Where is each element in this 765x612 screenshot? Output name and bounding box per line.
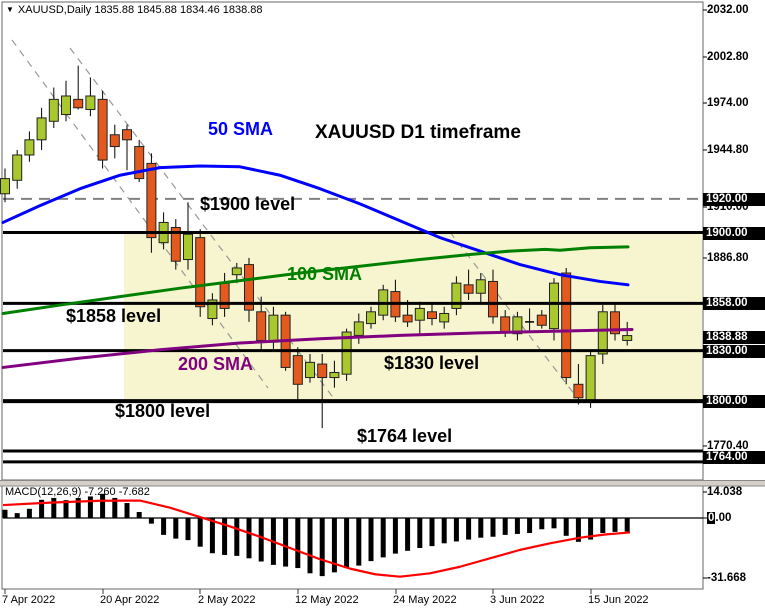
macd-histogram (2, 493, 703, 577)
candles (0, 65, 633, 429)
sma-lines (1, 164, 634, 369)
level-1800-label: $1800 level (115, 401, 211, 421)
time-axis-label: 7 Apr 2022 (2, 594, 56, 606)
level-lines (3, 231, 703, 464)
macd-axis-label: -31.668 (707, 571, 747, 584)
price-axis-label-boxed: 1858.00 (703, 296, 765, 310)
macd-indicator-label: MACD(12,26,9) -7.260 -7.682 (5, 486, 150, 498)
price-axis-label: 2002.80 (707, 50, 749, 63)
level-1764-label: $1764 level (357, 426, 453, 446)
price-axis-label-boxed: 1920.00 (703, 192, 765, 206)
price-axis-label: 2032.00 (707, 3, 749, 16)
price-axis-label-boxed: 1764.00 (703, 450, 765, 464)
time-axis-label: 2 May 2022 (198, 594, 256, 606)
price-axis-label-boxed: 1900.00 (703, 226, 765, 240)
time-axis-label: 24 May 2022 (393, 594, 457, 606)
level-1900-label: $1900 level (200, 194, 296, 214)
macd-axis-label: 0.00 (707, 511, 732, 525)
time-axis-label: 20 Apr 2022 (100, 594, 160, 606)
sma100-label: 100 SMA (287, 264, 363, 284)
symbol-ohlc-text: XAUUSD,Daily 1835.88 1845.88 1834.46 183… (17, 4, 263, 16)
sma200-label: 200 SMA (178, 354, 254, 374)
level-1858-label: $1858 level (66, 306, 162, 326)
macd-axis-label: 14.038 (707, 485, 743, 498)
axis-ticks (4, 9, 707, 594)
panel-divider[interactable] (0, 480, 765, 487)
sma-line-100 (1, 245, 630, 315)
sma50-label: 50 SMA (208, 119, 274, 139)
price-axis-label: 1886.80 (707, 251, 749, 264)
time-axis-label: 12 May 2022 (295, 594, 359, 606)
level-1830-label: $1830 level (384, 353, 480, 373)
price-axis-label: 1944.80 (707, 143, 749, 156)
price-axis-label-boxed: 1830.00 (703, 344, 765, 358)
time-axis-label: 3 Jun 2022 (490, 594, 545, 606)
price-axis-label: 1974.00 (707, 96, 749, 109)
price-axis-label-boxed: 1838.88 (703, 330, 765, 344)
time-axis-label: 15 Jun 2022 (588, 594, 649, 606)
collapse-arrow-icon[interactable]: ▼ (6, 5, 14, 14)
chart-title-label: XAUUSD D1 timeframe (315, 122, 521, 143)
price-axis-label: 1770.40 (707, 439, 749, 452)
price-axis-label-boxed: 1800.00 (703, 394, 765, 408)
macd-signal-line (2, 499, 631, 578)
sma-line-200 (1, 327, 634, 369)
macd-zero-marker: 0 (707, 511, 716, 524)
symbol-info: ▼ XAUUSD,Daily 1835.88 1845.88 1834.46 18… (6, 4, 263, 16)
sma-line-50 (1, 164, 630, 287)
macd-axis-text: .00 (715, 511, 732, 524)
